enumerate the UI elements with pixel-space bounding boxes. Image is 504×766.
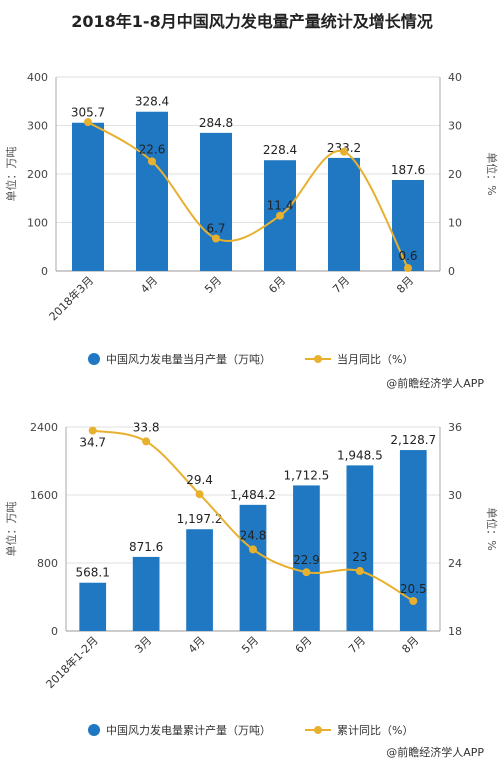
x-tick-label: 8月 (394, 274, 416, 296)
line-point (249, 545, 257, 554)
line-point (404, 264, 412, 273)
y2-tick-label: 36 (448, 421, 462, 434)
bar-value-label: 328.4 (135, 95, 169, 109)
line-value-label: 34.7 (79, 436, 106, 450)
bar-value-label: 187.6 (391, 163, 425, 177)
bar (186, 529, 213, 631)
y2-axis-title: 单位：% (485, 152, 499, 195)
bar (132, 556, 160, 631)
bar (392, 180, 424, 271)
x-tick-label: 4月 (138, 274, 160, 296)
x-tick-label: 5月 (239, 634, 261, 656)
line-value-label: 0.6 (398, 249, 417, 263)
bar (136, 111, 168, 271)
y-tick-label: 0 (41, 265, 48, 278)
line-point (276, 211, 284, 220)
y2-tick-label: 30 (448, 120, 462, 133)
y-tick-label: 300 (27, 120, 48, 133)
line-point (212, 234, 220, 243)
bar-value-label: 1,484.2 (230, 488, 276, 502)
line-point (148, 157, 156, 166)
line-value-label: 23 (352, 550, 367, 564)
chart1-legend: 中国风力发电量当月产量（万吨） 当月同比（%） (88, 351, 413, 367)
y2-tick-label: 18 (448, 625, 462, 638)
chart2-credit: @前瞻经济学人APP (386, 746, 484, 759)
line-value-label: 29.4 (186, 473, 213, 487)
monthly-chart: 0 100 200 300 400 0 10 20 30 40 单位：万吨 单位：% 305.7 2018… (4, 71, 499, 323)
y2-tick-label: 0 (448, 265, 455, 278)
y2-tick-label: 20 (448, 168, 462, 181)
y-tick-label: 100 (27, 217, 48, 230)
chart2-legend-line-label: 累计同比（%） (337, 724, 414, 737)
bar (293, 485, 320, 631)
y2-tick-label: 10 (448, 217, 462, 230)
bar-value-label: 1,948.5 (337, 448, 383, 462)
chart2-legend: 中国风力发电量累计产量（万吨） 累计同比（%） (88, 722, 413, 738)
y-tick-label: 800 (37, 557, 58, 570)
y-tick-label: 2400 (30, 421, 58, 434)
chart1-legend-bar-label: 中国风力发电量当月产量（万吨） (106, 353, 271, 366)
line-value-label: 6.7 (206, 222, 225, 236)
x-tick-label: 8月 (399, 634, 421, 656)
bar-value-label: 1,197.2 (177, 512, 223, 526)
x-tick-label: 7月 (346, 634, 368, 656)
y2-tick-label: 40 (448, 71, 462, 84)
line-value-label: 22.6 (139, 142, 166, 156)
line-point (84, 118, 92, 127)
page-title: 2018年1-8月中国风力发电量产量统计及增长情况 (71, 12, 433, 31)
x-tick-label: 6月 (293, 634, 315, 656)
chart2-legend-bar-label: 中国风力发电量累计产量（万吨） (106, 724, 271, 737)
line-series-legend-icon (305, 725, 331, 735)
line-point (340, 147, 348, 156)
bar (200, 132, 232, 271)
line-value-label: 11.4 (267, 199, 294, 213)
bar-value-label: 1,712.5 (284, 468, 330, 482)
x-tick-label: 6月 (266, 274, 288, 296)
line-point (355, 567, 364, 575)
bar (346, 465, 374, 631)
bar (328, 157, 360, 271)
y2-tick-label: 30 (448, 489, 462, 502)
line-value-label: 33.8 (133, 420, 160, 434)
y-axis-title: 单位：万吨 (4, 147, 18, 202)
bar-value-label: 305.7 (71, 106, 105, 120)
bar (72, 122, 104, 271)
chart1-credit: @前瞻经济学人APP (386, 377, 484, 390)
x-tick-label: 4月 (186, 634, 208, 656)
y-tick-label: 400 (27, 71, 48, 84)
x-tick-label: 2018年3月 (46, 273, 96, 323)
y-tick-label: 200 (27, 168, 48, 181)
x-tick-label: 5月 (202, 274, 224, 296)
x-tick-label: 2018年1-2月 (43, 633, 101, 691)
bar-series-legend-icon (88, 724, 100, 736)
line-value-label: 24.8 (240, 528, 267, 542)
line-point (195, 490, 204, 499)
bar (79, 582, 107, 631)
line-point (142, 437, 151, 446)
line-value-label: 22.9 (293, 553, 320, 567)
line-point (409, 597, 418, 605)
x-tick-label: 3月 (132, 634, 154, 656)
y-tick-label: 0 (51, 625, 58, 638)
bar-value-label: 2,128.7 (390, 433, 436, 447)
bar-value-label: 568.1 (76, 566, 110, 580)
line-point (302, 568, 311, 577)
y2-axis-title: 单位：% (485, 507, 499, 550)
bar-value-label: 284.8 (199, 116, 233, 130)
line-point (88, 426, 97, 435)
bar-value-label: 871.6 (129, 540, 163, 554)
bar-series-legend-icon (88, 353, 100, 365)
y2-tick-label: 24 (448, 557, 462, 570)
y-tick-label: 1600 (30, 489, 58, 502)
cumulative-chart: 0 800 1600 2400 18 24 30 36 单位：万吨 单位：% 568.1 2018年1… (4, 420, 499, 691)
bar (239, 504, 267, 631)
line-series-legend-icon (305, 354, 331, 364)
y-axis-title: 单位：万吨 (4, 502, 18, 557)
chart1-legend-line-label: 当月同比（%） (337, 353, 414, 366)
line-value-label: 20.5 (400, 582, 427, 596)
x-tick-label: 7月 (330, 274, 352, 296)
bar-value-label: 228.4 (263, 143, 297, 157)
